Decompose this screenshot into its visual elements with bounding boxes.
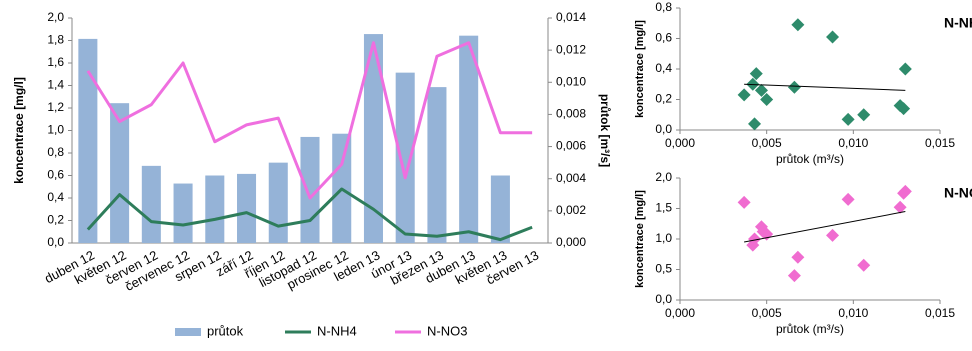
bar xyxy=(395,72,415,244)
bar xyxy=(268,162,288,243)
y-axis-label: koncentrace [mg/l] xyxy=(634,190,646,288)
legend-label: N-NO3 xyxy=(427,323,467,338)
y-tick-label: 0,4 xyxy=(655,61,672,75)
point xyxy=(748,232,762,246)
x-tick-label: 0,000 xyxy=(665,306,695,320)
y-tick-label: 0,6 xyxy=(655,31,672,45)
y-tick-label: 2,0 xyxy=(47,10,64,24)
bar xyxy=(173,183,193,243)
bar xyxy=(459,35,479,243)
legend-swatch xyxy=(175,328,201,336)
y-tick-label: 0,2 xyxy=(655,92,672,106)
y-tick-label: 1,5 xyxy=(655,201,672,215)
y-tick-label: 0,6 xyxy=(47,168,64,182)
bar xyxy=(110,103,130,243)
point xyxy=(787,80,801,94)
line xyxy=(86,187,533,242)
y-tick-label: 0,2 xyxy=(47,213,64,227)
y-tick-label: 1,0 xyxy=(47,123,64,137)
x-tick-label: 0,005 xyxy=(752,306,782,320)
point xyxy=(791,18,805,32)
point xyxy=(748,117,762,131)
y-tick-label: 0,4 xyxy=(47,190,64,204)
legend-label: průtok xyxy=(207,323,244,338)
x-axis-label: průtok (m³/s) xyxy=(776,322,844,336)
x-tick-label: 0,000 xyxy=(665,136,695,150)
bar xyxy=(78,38,98,244)
y-tick-label: 0,0 xyxy=(655,292,672,306)
x-tick-label: 0,010 xyxy=(838,136,868,150)
point xyxy=(841,112,855,126)
point xyxy=(893,200,907,214)
y2-tick-label: 0,002 xyxy=(556,203,586,217)
point xyxy=(754,83,768,97)
y-tick-label: 0,8 xyxy=(655,0,672,14)
point xyxy=(737,88,751,102)
y-tick-label: 0,0 xyxy=(655,122,672,136)
bar xyxy=(363,34,383,244)
point xyxy=(760,93,774,106)
bar xyxy=(141,165,161,243)
bar xyxy=(427,87,447,243)
x-tick-label: 0,015 xyxy=(925,306,955,320)
point xyxy=(898,62,912,76)
y2-tick-label: 0,010 xyxy=(556,74,586,88)
y2-tick-label: 0,000 xyxy=(556,235,586,249)
y-tick-label: 0,5 xyxy=(655,262,672,276)
y-tick-label: 2,0 xyxy=(655,170,672,184)
y2-axis-label: průtok [m³/s] xyxy=(598,94,612,167)
legend-label: N-NH4 xyxy=(317,323,357,338)
point xyxy=(826,228,840,242)
y-tick-label: 0,0 xyxy=(47,235,64,249)
y-tick-label: 1,6 xyxy=(47,55,64,69)
point xyxy=(857,258,871,272)
point xyxy=(791,250,805,264)
y-tick-label: 1,4 xyxy=(47,78,64,92)
y-axis-label: koncentrace [mg/l] xyxy=(12,77,26,184)
y2-tick-label: 0,012 xyxy=(556,42,586,56)
point xyxy=(897,102,911,116)
bar xyxy=(205,175,225,243)
chart-title: N-NO₃ xyxy=(944,185,972,201)
bar xyxy=(490,175,510,243)
y-tick-label: 0,8 xyxy=(47,145,64,159)
point xyxy=(857,108,871,122)
point xyxy=(787,269,801,283)
chart-title: N-NH₄ xyxy=(944,15,972,31)
y-tick-label: 1,8 xyxy=(47,33,64,47)
x-tick-label: 0,010 xyxy=(838,306,868,320)
trendline xyxy=(744,211,906,243)
y-axis-label: koncentrace [mg/l] xyxy=(634,20,646,118)
x-axis-label: průtok (m³/s) xyxy=(776,152,844,166)
x-tick-label: 0,015 xyxy=(925,136,955,150)
y2-tick-label: 0,004 xyxy=(556,171,586,185)
point xyxy=(841,192,855,206)
point xyxy=(898,184,912,198)
y-tick-label: 1,2 xyxy=(47,100,64,114)
bar xyxy=(237,173,257,243)
y2-tick-label: 0,008 xyxy=(556,107,586,121)
x-tick-label: 0,005 xyxy=(752,136,782,150)
point xyxy=(826,30,840,44)
line xyxy=(86,41,533,200)
y-tick-label: 1,0 xyxy=(655,231,672,245)
point xyxy=(737,195,751,209)
point xyxy=(749,67,763,81)
y2-tick-label: 0,014 xyxy=(556,10,586,24)
trendline xyxy=(744,83,906,91)
y2-tick-label: 0,006 xyxy=(556,139,586,153)
